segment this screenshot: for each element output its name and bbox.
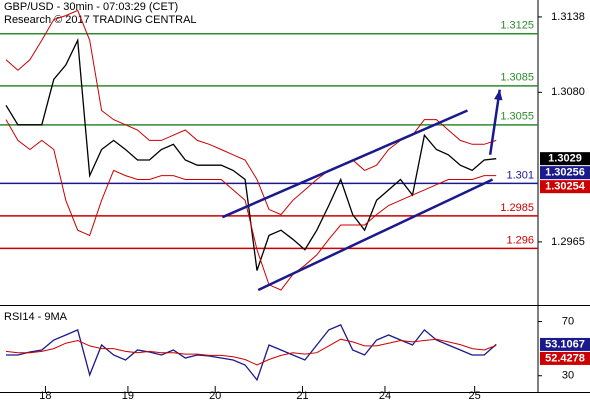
series-line [5,338,497,366]
rsi-title: RSI14 - 9MA [4,311,68,323]
price-tag [540,166,590,180]
series-line [5,119,497,291]
x-tick-label: 20 [209,390,221,400]
x-tick-label: 25 [469,390,481,400]
x-tick-label: 21 [296,390,308,400]
level-label: 1.3125 [500,20,534,32]
price-tag-label: 1.30254 [545,181,586,193]
level-label: 1.301 [506,169,534,181]
channel-line [257,178,494,292]
x-tick-label: 24 [379,390,391,400]
x-tick-label: 19 [122,390,134,400]
price-tag-label: 53.1067 [545,338,585,350]
chart-title: GBP/USD - 30min - 07:03:29 (CET) [4,1,178,13]
series-line [6,324,497,382]
y-tick-label: 1.3138 [551,11,585,23]
chart-subtitle: Research © 2017 TRADING CENTRAL [4,14,197,26]
price-tag-label: 1.3029 [548,153,582,165]
level-label: 1.296 [506,234,534,246]
x-tick-label: 18 [39,390,51,400]
level-label: 1.2985 [500,202,534,214]
arrow-head [494,89,503,101]
y-tick-label: 1.3080 [551,86,585,98]
price-tag [540,337,590,351]
level-label: 1.3085 [500,72,534,84]
channel-line [221,109,468,219]
price-tag [540,180,590,194]
level-label: 1.3055 [500,111,534,123]
y-tick-label: 70 [562,315,574,327]
price-tag [540,152,590,166]
y-tick-label: 1.2965 [551,236,585,248]
price-tag [540,351,590,365]
price-tag-label: 52.4278 [545,352,585,364]
y-tick-label: 30 [562,370,574,382]
price-tag-label: 1.30256 [545,167,585,179]
forecast-arrow [488,89,501,155]
